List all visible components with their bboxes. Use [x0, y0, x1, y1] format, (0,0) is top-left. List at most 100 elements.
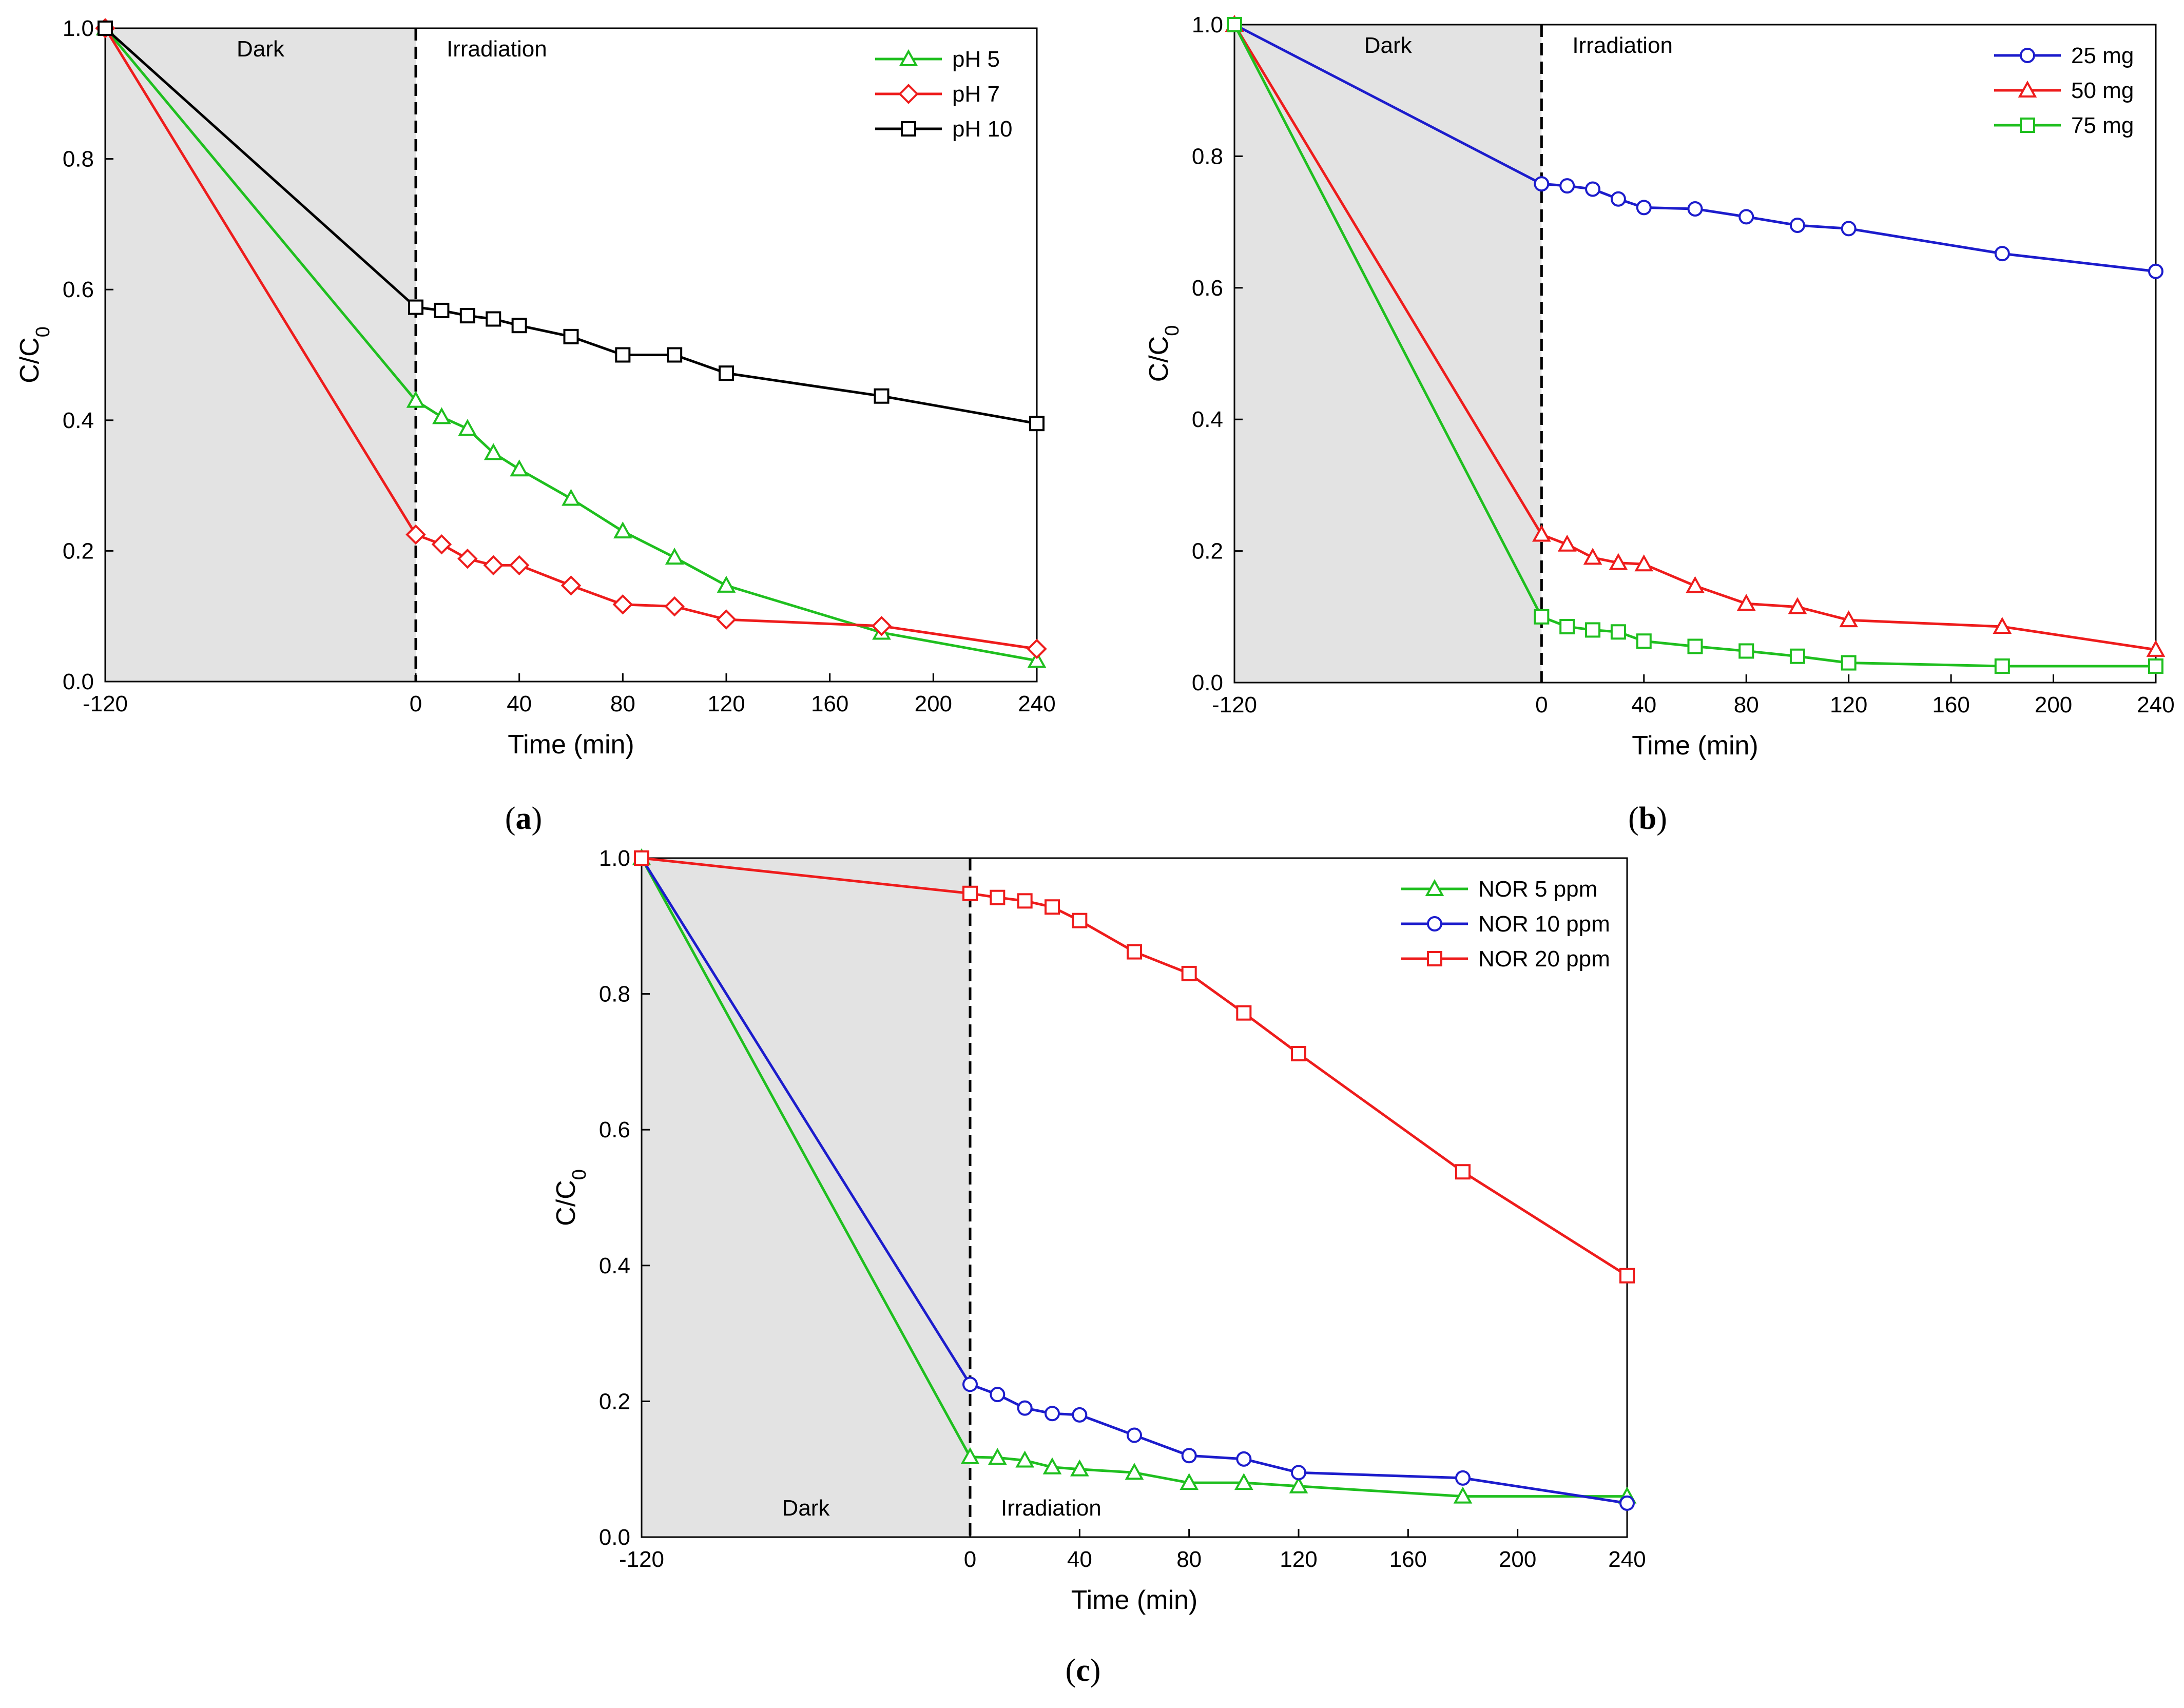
data-point-b-0-3 — [1585, 181, 1601, 197]
series-b-2 — [1227, 17, 2163, 674]
irradiation-label-c: Irradiation — [1001, 1496, 1101, 1521]
data-point-c-0-2 — [988, 1448, 1007, 1465]
data-point-a-1-3 — [457, 548, 478, 569]
data-point-b-0-6 — [1687, 201, 1703, 217]
dark-region-c — [642, 858, 970, 1537]
x-tick-label-a-6: 200 — [915, 691, 952, 716]
data-point-b-2-3 — [1585, 622, 1601, 638]
data-point-c-1-1 — [962, 1376, 978, 1392]
data-point-a-1-10 — [871, 616, 892, 636]
data-point-b-1-8 — [1788, 597, 1807, 614]
data-point-b-0-1 — [1534, 176, 1550, 192]
y-tick-label-c-0: 0.0 — [599, 1525, 630, 1550]
data-point-c-2-2 — [990, 889, 1006, 905]
data-point-c-1-4 — [1045, 1406, 1060, 1422]
data-point-c-2-7 — [1181, 965, 1197, 981]
data-point-a-0-4 — [484, 443, 503, 460]
data-point-a-1-5 — [509, 555, 530, 576]
data-point-a-0-2 — [432, 407, 451, 424]
x-tick-label-a-1: 0 — [410, 691, 422, 716]
data-point-c-0-1 — [960, 1447, 980, 1464]
data-point-b-1-6 — [1686, 576, 1705, 593]
x-tick-label-b-5: 160 — [1932, 692, 1969, 717]
data-point-c-1-8 — [1236, 1451, 1252, 1467]
legend-marker-b-2 — [2020, 118, 2035, 133]
data-point-b-2-10 — [1994, 658, 2010, 674]
data-point-b-1-9 — [1839, 610, 1859, 628]
dark-label-b: Dark — [1364, 33, 1413, 58]
data-point-c-0-9 — [1289, 1476, 1308, 1493]
data-point-c-2-1 — [962, 885, 978, 901]
data-point-c-0-5 — [1070, 1459, 1089, 1477]
data-point-c-2-5 — [1072, 913, 1088, 928]
data-point-b-1-2 — [1557, 534, 1577, 552]
data-point-b-2-7 — [1738, 643, 1754, 659]
data-point-a-1-1 — [405, 524, 426, 545]
data-point-a-2-9 — [719, 365, 734, 381]
data-point-a-2-3 — [459, 308, 475, 324]
data-point-b-2-9 — [1841, 655, 1857, 671]
x-axis-title-c: Time (min) — [1071, 1585, 1198, 1615]
x-tick-label-c-7: 240 — [1608, 1547, 1646, 1572]
data-point-c-1-6 — [1127, 1427, 1142, 1443]
y-tick-label-c-4: 0.8 — [599, 982, 630, 1007]
x-axis-title-b: Time (min) — [1632, 731, 1758, 761]
data-point-c-2-4 — [1045, 899, 1060, 915]
dark-region-a — [105, 28, 416, 682]
data-point-c-0-10 — [1453, 1486, 1473, 1504]
data-point-c-0-7 — [1180, 1473, 1199, 1490]
data-point-a-1-6 — [561, 575, 582, 596]
x-tick-label-b-2: 40 — [1631, 692, 1656, 717]
y-tick-label-a-0: 0.0 — [63, 669, 94, 694]
data-point-b-0-9 — [1841, 221, 1857, 237]
y-tick-label-c-3: 0.6 — [599, 1117, 630, 1142]
series-line-a-0 — [104, 27, 1037, 662]
series-c-1 — [634, 850, 1635, 1511]
data-point-c-1-9 — [1291, 1465, 1306, 1481]
y-tick-label-b-0: 0.0 — [1192, 670, 1223, 695]
caption-a: (a) — [505, 801, 543, 836]
data-point-c-0-8 — [1234, 1473, 1253, 1490]
x-tick-label-c-4: 120 — [1280, 1547, 1317, 1572]
data-point-a-2-10 — [874, 388, 890, 404]
data-point-a-0-7 — [613, 521, 632, 539]
x-tick-label-b-1: 0 — [1535, 692, 1548, 717]
data-point-a-0-5 — [510, 459, 529, 477]
legend-marker-a-2 — [901, 121, 916, 137]
series-b-0 — [1227, 17, 2163, 279]
x-tick-label-a-3: 80 — [610, 691, 635, 716]
data-point-a-2-8 — [667, 347, 683, 363]
legend-label-b-0: 25 mg — [2071, 43, 2134, 68]
data-point-b-0-4 — [1610, 191, 1626, 207]
legend-marker-b-1 — [2018, 80, 2037, 98]
data-point-b-0-2 — [1559, 178, 1575, 194]
caption-b: (b) — [1628, 801, 1667, 836]
data-point-c-0-4 — [1042, 1457, 1062, 1474]
data-point-c-0-3 — [1015, 1450, 1035, 1468]
data-point-a-1-11 — [1027, 638, 1047, 659]
x-tick-label-a-0: -120 — [83, 691, 128, 716]
data-point-a-0-1 — [406, 391, 426, 408]
plot-frame-b — [1233, 24, 2157, 684]
data-point-b-2-8 — [1789, 648, 1805, 664]
chart-panel-c: Dark Irradiation -120 0 40 80 120 160 200 240 0.0 0… — [551, 846, 1646, 1615]
data-point-b-2-0 — [1227, 17, 1242, 32]
data-point-a-1-9 — [716, 609, 737, 630]
x-tick-label-a-5: 160 — [811, 691, 848, 716]
legend-label-a-2: pH 10 — [952, 117, 1012, 142]
data-point-c-2-6 — [1127, 944, 1142, 960]
data-point-a-1-4 — [483, 555, 504, 576]
data-point-b-0-5 — [1636, 200, 1652, 216]
data-point-b-1-3 — [1583, 548, 1602, 565]
dark-label-a: Dark — [237, 36, 285, 62]
x-tick-label-a-4: 120 — [707, 691, 745, 716]
legend-marker-c-2 — [1427, 951, 1442, 966]
data-point-a-2-5 — [511, 318, 527, 334]
x-tick-label-c-3: 80 — [1176, 1547, 1202, 1572]
y-tick-label-a-1: 0.2 — [63, 538, 94, 564]
y-tick-label-b-4: 0.8 — [1192, 144, 1223, 169]
legend-marker-b-0 — [2020, 48, 2035, 63]
x-tick-label-c-0: -120 — [619, 1547, 664, 1572]
data-point-b-0-7 — [1738, 209, 1754, 225]
data-point-b-2-5 — [1636, 633, 1652, 649]
